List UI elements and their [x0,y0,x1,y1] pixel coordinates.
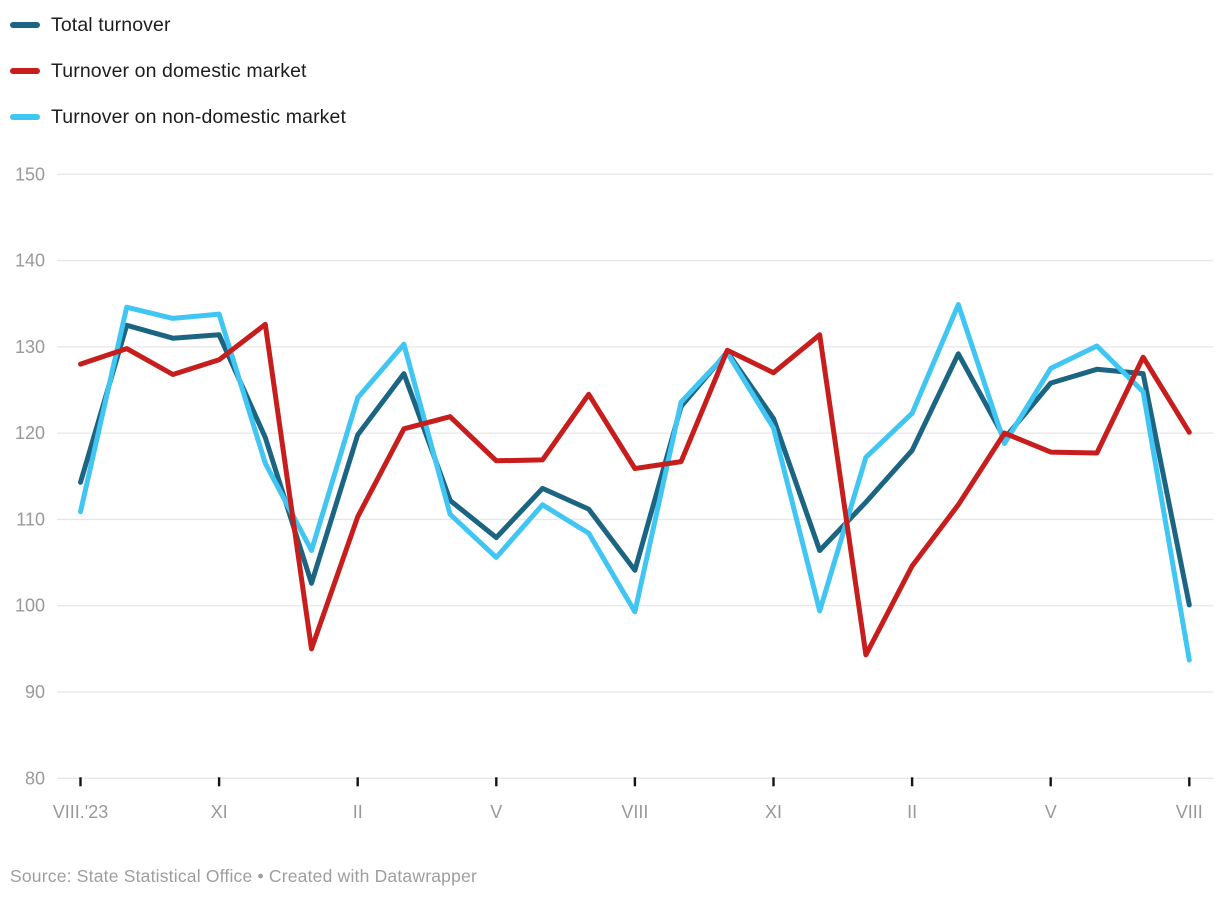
x-axis-label: V [490,802,502,822]
series-line-turnover-on-non-domestic-market [78,302,1192,663]
y-axis-label: 80 [25,768,45,788]
series-line-turnover-on-domestic-market [78,321,1192,658]
x-axis-label: VIII [621,802,648,822]
y-axis-label: 90 [25,682,45,702]
x-axis-label: VIII.'23 [53,802,108,822]
y-axis-label: 120 [15,423,45,443]
chart-legend: Total turnover Turnover on domestic mark… [10,12,346,150]
x-axis-label: II [907,802,917,822]
y-axis-label: 140 [15,251,45,271]
legend-item-nondomestic: Turnover on non-domestic market [10,104,346,130]
x-axis-label: XI [765,802,782,822]
legend-item-total: Total turnover [10,12,346,38]
x-axis-label: II [353,802,363,822]
x-axis-label: V [1045,802,1057,822]
y-axis-label: 100 [15,596,45,616]
legend-item-domestic: Turnover on domestic market [10,58,346,84]
legend-item-label: Total turnover [51,13,171,36]
y-axis-label: 110 [16,509,45,529]
legend-item-label: Turnover on domestic market [51,59,307,82]
y-axis-label: 130 [15,337,45,357]
x-axis-label: VIII [1176,802,1203,822]
source-attribution: Source: State Statistical Office • Creat… [10,866,477,886]
legend-item-label: Turnover on non-domestic market [51,105,346,128]
legend-swatch-icon [10,68,40,74]
legend-swatch-icon [10,22,40,28]
x-axis-label: XI [211,802,228,822]
legend-swatch-icon [10,114,40,120]
y-axis-label: 150 [15,164,45,184]
